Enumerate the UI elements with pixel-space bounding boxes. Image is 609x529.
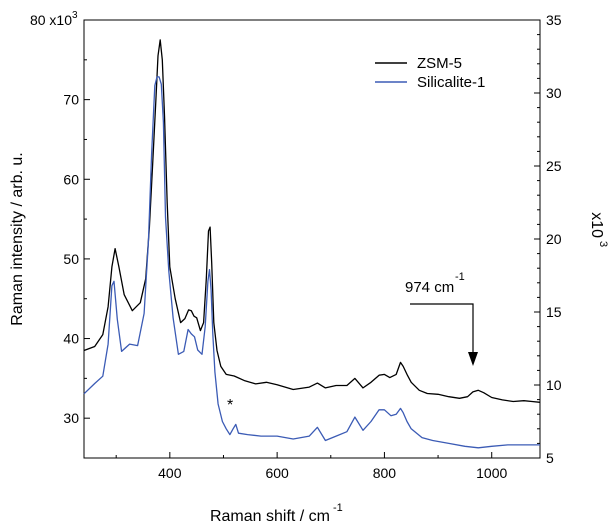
right-tick-label: 15 xyxy=(546,304,562,320)
left-y-axis-label: Raman intensity / arb. u. xyxy=(9,152,26,325)
left-tick-label: 70 xyxy=(63,92,79,108)
legend-label-zsm5: ZSM-5 xyxy=(417,55,462,72)
peak-annotation-974: 974 cm -1 xyxy=(405,271,478,366)
right-y-axis-label-base: x10 xyxy=(588,212,605,238)
right-tick-label: 10 xyxy=(546,377,562,393)
series-line-zsm5 xyxy=(83,39,541,403)
right-y-axis-label-exponent: 3 xyxy=(597,241,609,247)
legend: ZSM-5 Silicalite-1 xyxy=(375,55,485,91)
right-y-axis: 5 10 15 20 25 30 35 xyxy=(534,12,562,466)
peak-annotation-arrowhead xyxy=(468,352,478,366)
x-tick-label: 1000 xyxy=(476,465,507,481)
right-tick-label: 30 xyxy=(546,85,562,101)
left-tick-label: 50 xyxy=(63,251,79,267)
series-layer xyxy=(83,39,541,449)
right-tick-label: 35 xyxy=(546,12,562,28)
x-axis-label: Raman shift / cm -1 xyxy=(210,502,343,525)
left-tick-label-exponent: 3 xyxy=(72,10,78,21)
peak-annotation-label: 974 cm xyxy=(405,279,454,296)
right-y-axis-label: x10 3 xyxy=(588,212,609,247)
left-y-axis: 30 40 50 60 70 80 x10 3 xyxy=(30,10,90,459)
x-tick-label: 800 xyxy=(373,465,397,481)
right-tick-label: 25 xyxy=(546,158,562,174)
peak-annotation-arrow-line xyxy=(410,303,474,356)
x-axis-label-text: Raman shift / cm xyxy=(210,508,330,525)
x-axis-label-superscript: -1 xyxy=(333,502,343,514)
x-axis: 400 600 800 1000 xyxy=(115,452,507,481)
right-tick-label: 5 xyxy=(546,450,554,466)
x-tick-label: 600 xyxy=(265,465,289,481)
x-tick-label: 400 xyxy=(158,465,182,481)
right-tick-label: 20 xyxy=(546,231,562,247)
left-tick-label: 40 xyxy=(63,331,79,347)
legend-label-silicalite1: Silicalite-1 xyxy=(417,74,485,91)
asterisk-marker: * xyxy=(227,397,233,414)
peak-annotation-superscript: -1 xyxy=(455,271,465,283)
left-tick-label: 30 xyxy=(63,410,79,426)
left-tick-label: 60 xyxy=(63,171,79,187)
left-tick-label: 80 x10 xyxy=(30,12,72,28)
series-line-silicalite1 xyxy=(83,76,540,449)
